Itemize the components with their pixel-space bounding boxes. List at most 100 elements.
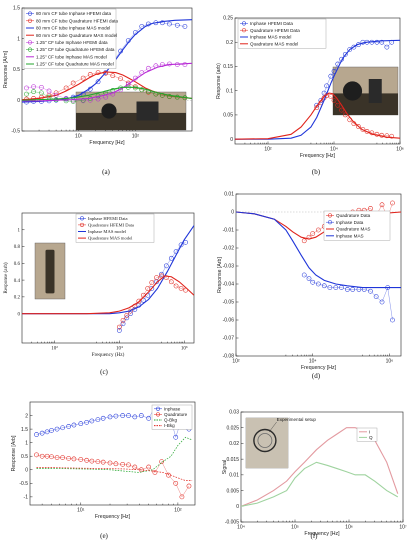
inset-photo xyxy=(332,66,399,116)
data-point xyxy=(301,272,307,278)
data-point xyxy=(173,434,179,440)
legend-label: 1.25" CF tube Inphase MAS model xyxy=(36,54,107,59)
data-point xyxy=(110,73,116,79)
y-tick-label: 0.02 xyxy=(229,441,239,447)
legend-box xyxy=(151,404,193,430)
x-axis-title: Frequency [Hz] xyxy=(300,153,336,159)
data-point xyxy=(390,200,395,206)
legend-swatch-marker xyxy=(327,220,333,225)
y-tick-label: 0.05 xyxy=(223,113,233,119)
legend-swatch-marker xyxy=(27,40,33,45)
data-point xyxy=(301,238,307,244)
data-point xyxy=(167,94,172,99)
y-tick-label: 0.15 xyxy=(223,64,233,70)
data-point xyxy=(178,242,184,248)
data-point xyxy=(126,413,131,418)
y-tick-label: -0.005 xyxy=(225,520,239,526)
legend-swatch-marker xyxy=(155,406,161,411)
legend-swatch-marker xyxy=(27,11,33,16)
data-point xyxy=(113,413,119,419)
legend-label: Quadrature Data xyxy=(336,213,371,218)
data-point xyxy=(95,417,101,422)
y-tick-label: 1.5 xyxy=(13,6,20,12)
series-trace-1 xyxy=(316,95,392,137)
panel-caption: (e) xyxy=(100,532,108,540)
legend-label: Inphase MAS model xyxy=(88,229,127,234)
legend-label: Quadrature HFEMI Data xyxy=(250,28,300,33)
data-point xyxy=(39,90,44,96)
data-point xyxy=(173,283,179,289)
panel-f: 10⁴ 10⁵ 10⁶ 10⁷ -0.005 0 0.005 0.01 0.015 0.02 0.0… xyxy=(222,410,407,540)
panel-caption: (c) xyxy=(100,368,108,376)
legend-swatch-marker xyxy=(79,222,85,227)
data-point xyxy=(351,44,357,50)
series-line-3 xyxy=(36,467,193,481)
data-point xyxy=(306,276,312,281)
legend-label: 80 mm CF tube Quadrature HFEMI data xyxy=(36,18,118,23)
data-point xyxy=(100,459,106,465)
x-tick-label: 10⁴ xyxy=(237,525,245,531)
data-point xyxy=(163,263,169,269)
y-axis-title: Response [Arb] xyxy=(11,435,17,471)
data-point xyxy=(110,91,116,97)
x-axis-title: Frequency (Hz) xyxy=(92,351,125,358)
data-point xyxy=(149,280,155,285)
legend-label: Inphase MAS xyxy=(336,233,364,238)
data-point xyxy=(173,480,179,486)
data-point xyxy=(168,279,174,285)
data-point xyxy=(24,91,29,97)
data-point xyxy=(54,426,60,432)
data-point xyxy=(34,452,39,458)
data-point xyxy=(168,255,174,261)
y-tick-label: 0.01 xyxy=(229,473,239,479)
legend-box xyxy=(23,8,117,69)
panel-c: 10² 10⁴ 10⁶ 0 0.2 0.4 0.6 0.8 1 Frequency (Hz) Res… xyxy=(2,212,195,376)
legend-box xyxy=(75,213,155,243)
inset-photo xyxy=(245,417,289,469)
y-tick-label: 0.6 xyxy=(14,262,21,267)
data-point xyxy=(139,87,145,93)
data-point xyxy=(373,294,379,299)
data-point xyxy=(374,39,380,45)
series-group xyxy=(235,39,400,140)
panel-a: 10¹ 10² -0.5 0 0.5 1 1.5 Frequency [Hz] Response… xyxy=(3,6,193,176)
x-tick-label: 10⁶ xyxy=(345,525,353,531)
y-axis-title: Response [Arb] xyxy=(217,257,223,293)
data-point xyxy=(146,415,152,421)
y-tick-label: 0 xyxy=(17,98,20,104)
y-tick-label: -0.08 xyxy=(223,354,235,360)
series-line-2 xyxy=(36,436,193,473)
photo-bg xyxy=(246,418,288,468)
legend-label: 1.25" CF tube Quadrature HFEMI data xyxy=(36,47,115,52)
data-point xyxy=(146,65,151,71)
legend-label: Inphase xyxy=(164,406,181,411)
data-point xyxy=(154,275,159,280)
data-point xyxy=(66,456,72,461)
data-point xyxy=(333,285,339,290)
data-point xyxy=(78,457,84,462)
data-point xyxy=(132,84,138,90)
data-point xyxy=(159,92,165,98)
data-point xyxy=(118,76,123,82)
series-group xyxy=(22,19,192,105)
legend-label: Inphase HFEMI Data xyxy=(88,216,128,221)
series-trace-4 xyxy=(26,63,185,102)
data-point xyxy=(107,414,113,420)
data-point xyxy=(89,458,95,464)
y-tick-label: 0.2 xyxy=(226,40,233,46)
data-point xyxy=(364,129,370,134)
data-point xyxy=(368,288,373,294)
data-point xyxy=(159,271,164,277)
legend-swatch-marker xyxy=(155,412,161,417)
legend-box xyxy=(356,427,378,442)
data-point xyxy=(146,464,152,470)
y-axis-title: Response (arb) xyxy=(216,63,222,99)
data-point xyxy=(174,22,180,28)
data-point xyxy=(54,455,60,460)
data-point xyxy=(328,73,334,79)
y-tick-label: 0.005 xyxy=(226,488,239,494)
x-tick-label: 10¹ xyxy=(77,508,85,514)
data-point xyxy=(66,424,72,429)
panel-d: 10² 10⁴ 10⁶ 0.01 0 -0.01 -0.02 -0.03 -0.04 -0.05 -… xyxy=(217,192,402,380)
data-point xyxy=(60,455,65,460)
